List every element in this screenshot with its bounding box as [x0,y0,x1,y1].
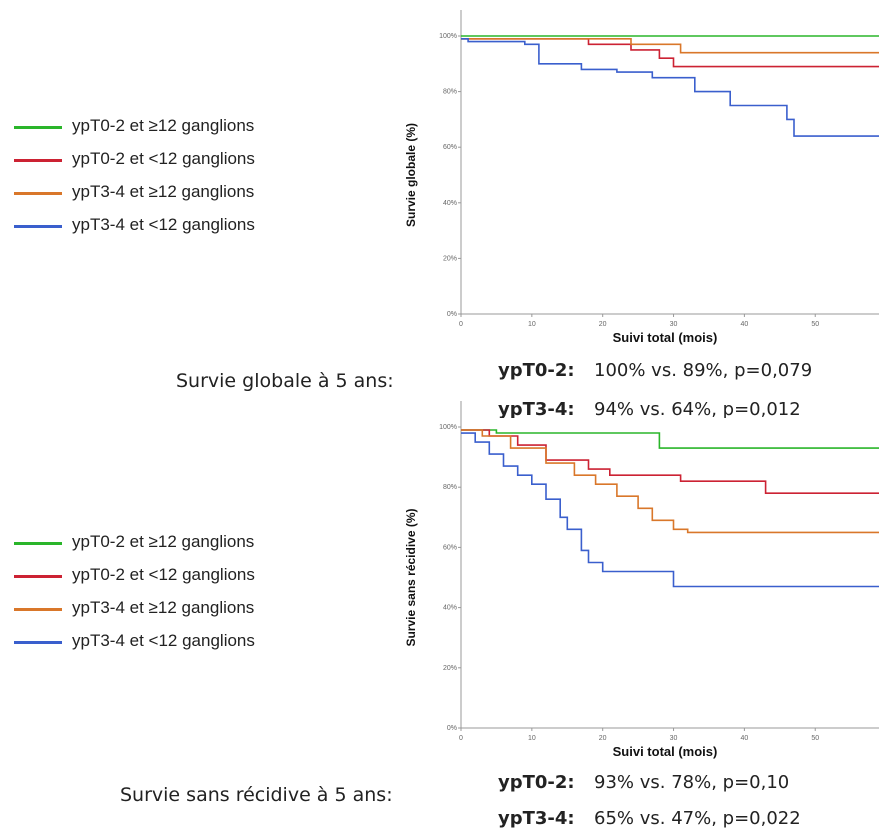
series-line [461,37,879,54]
y-tick-label: 40% [443,605,457,612]
summary-group: ypT0-2: [498,360,575,381]
legend-label: ypT0-2 et ≥12 ganglions [72,532,255,551]
legend-label: ypT3-4 et ≥12 ganglions [72,598,255,617]
legend-label: ypT0-2 et ≥12 ganglions [72,116,255,135]
series-line [461,432,879,588]
x-tick-label: 30 [670,735,678,742]
legend-label: ypT3-4 et ≥12 ganglions [72,182,255,201]
x-axis-label: Suivi total (mois) [613,330,718,345]
summary-value: 100% vs. 89%, p=0,079 [594,360,813,381]
y-tick-label: 100% [439,424,457,431]
summary-row: ypT0-2: 100% vs. 89%, p=0,079 [498,360,812,381]
summary-value: 65% vs. 47%, p=0,022 [594,808,801,829]
recurrence-free-plot: 0%20%40%60%80%100%0102030405060Suivi tot… [404,401,879,759]
x-tick-label: 20 [599,735,607,742]
legend-label: ypT3-4 et <12 ganglions [72,631,255,650]
x-tick-label: 50 [811,735,819,742]
legend-label: ypT3-4 et <12 ganglions [72,215,255,234]
x-tick-label: 10 [528,735,536,742]
y-axis-label: Survie globale (%) [404,123,418,227]
y-tick-label: 0% [447,311,457,318]
overall-survival-plot: 0%20%40%60%80%100%0102030405060Suivi tot… [404,10,879,345]
y-tick-label: 20% [443,665,457,672]
legend-swatch-red [14,159,62,162]
legend-swatch-green [14,542,62,545]
legend-label: ypT0-2 et <12 ganglions [72,565,255,584]
y-tick-label: 100% [439,33,457,40]
y-tick-label: 80% [443,484,457,491]
x-tick-label: 30 [670,321,678,328]
x-tick-label: 0 [459,321,463,328]
y-tick-label: 0% [447,725,457,732]
x-tick-label: 40 [740,321,748,328]
overall-survival-caption: Survie globale à 5 ans: [176,370,394,392]
series-line [461,37,879,137]
legend-swatch-orange [14,192,62,195]
x-tick-label: 20 [599,321,607,328]
summary-value: 93% vs. 78%, p=0,10 [594,772,790,793]
summary-row: ypT3-4: 65% vs. 47%, p=0,022 [498,808,801,829]
y-tick-label: 60% [443,144,457,151]
recurrence-free-caption: Survie sans récidive à 5 ans: [120,784,393,806]
summary-row: ypT0-2: 93% vs. 78%, p=0,10 [498,772,789,793]
legend-label: ypT0-2 et <12 ganglions [72,149,255,168]
summary-value: 94% vs. 64%, p=0,012 [594,399,801,418]
series-line [461,429,879,494]
x-axis-label: Suivi total (mois) [613,744,718,759]
legend-swatch-orange [14,608,62,611]
y-axis-label: Survie sans récidive (%) [404,508,418,646]
summary-group: ypT0-2: [498,772,575,793]
legend-swatch-red [14,575,62,578]
y-tick-label: 20% [443,255,457,262]
summary-group: ypT3-4: [498,808,575,829]
x-tick-label: 40 [740,735,748,742]
series-line [461,37,879,68]
x-tick-label: 0 [459,735,463,742]
x-tick-label: 50 [811,321,819,328]
y-tick-label: 80% [443,89,457,96]
y-tick-label: 40% [443,200,457,207]
y-tick-label: 60% [443,544,457,551]
legend-swatch-blue [14,225,62,228]
legend-swatch-blue [14,641,62,644]
summary-row: ypT3-4: 94% vs. 64%, p=0,012 [498,399,801,418]
summary-group: ypT3-4: [498,399,575,418]
series-line [461,429,879,449]
x-tick-label: 10 [528,321,536,328]
legend-swatch-green [14,126,62,129]
series-line [461,429,879,534]
